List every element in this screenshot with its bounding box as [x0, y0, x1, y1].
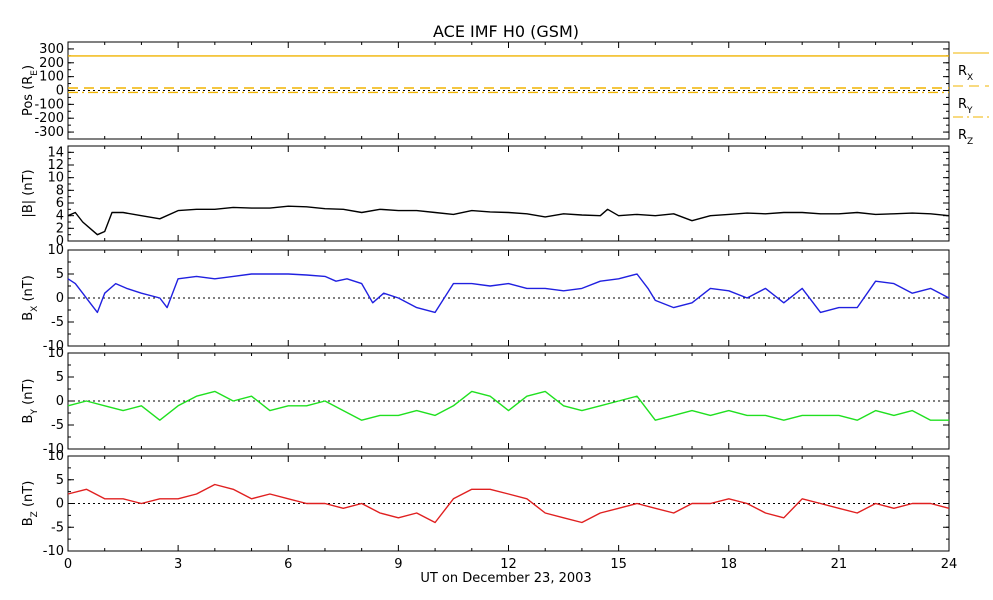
- panel-bz: 10 5 0 -5 -10 BZ (nT): [21, 449, 950, 559]
- legend-label-main: R: [958, 128, 967, 143]
- y-tick-label: 200: [39, 56, 64, 71]
- y-tick-label: 10: [47, 243, 64, 258]
- y-tick-label: -5: [51, 315, 64, 330]
- y-axis-label-sub: Y: [30, 409, 40, 416]
- y-axis-label-main: B: [21, 312, 36, 321]
- y-tick-label: -10: [43, 339, 64, 354]
- y-tick-label: -100: [34, 97, 64, 112]
- y-axis-label: BY (nT): [21, 379, 40, 424]
- y-axis-label: |B| (nT): [21, 169, 36, 217]
- y-axis-label-sub: X: [30, 306, 40, 312]
- y-tick-label: 100: [39, 70, 64, 85]
- y-tick-label: -10: [43, 442, 64, 457]
- legend-label-sub: Z: [967, 137, 973, 147]
- x-axis: 0 3 6 9 12 15 18 21 24: [64, 557, 957, 572]
- y-tick-label: 0: [56, 394, 64, 409]
- y-axis-label-tail: (nT): [21, 379, 36, 409]
- y-axis-label-sub: Z: [30, 511, 40, 517]
- y-axis-label-main: B: [21, 517, 36, 526]
- y-axis-label: Pos (RE): [21, 65, 40, 116]
- panel-by: 10 5 0 -5 -10 BY (nT): [21, 346, 950, 457]
- x-tick-label: 21: [831, 557, 848, 572]
- y-axis-label-tail: ): [21, 65, 36, 70]
- panel-frame: [67, 145, 950, 242]
- y-tick-label: 14: [47, 145, 64, 160]
- series-line-by-0: [67, 390, 949, 421]
- legend-label-sub: Y: [966, 106, 973, 116]
- y-tick-label: 0: [56, 234, 64, 249]
- y-axis-label-main: Pos (R: [21, 76, 36, 116]
- x-tick-label: 12: [500, 557, 517, 572]
- y-tick-label: 10: [47, 346, 64, 361]
- y-axis-label-sub: E: [30, 70, 40, 76]
- y-tick-label: 5: [56, 370, 64, 385]
- x-tick-label: 3: [174, 557, 182, 572]
- y-tick-label: 2: [56, 221, 64, 236]
- y-tick-label: 0: [56, 84, 64, 99]
- panel-bx: 10 5 0 -5 -10 BX (nT): [21, 243, 950, 354]
- legend-label-main: R: [958, 97, 967, 112]
- x-tick-label: 24: [941, 557, 958, 572]
- chart-title: ACE IMF H0 (GSM): [433, 22, 579, 41]
- y-tick-label: 6: [56, 196, 64, 211]
- y-tick-label: 0: [56, 291, 64, 306]
- x-axis-label: UT on December 23, 2003: [420, 571, 591, 586]
- y-tick-label: 4: [56, 209, 64, 224]
- y-axis-label-tail: (nT): [21, 481, 36, 511]
- y-axis-label: BZ (nT): [21, 481, 40, 527]
- y-axis-label-main: |B| (nT): [21, 169, 36, 217]
- y-tick-label: -5: [51, 520, 64, 535]
- y-tick-label: -10: [43, 544, 64, 559]
- legend-label-sub: X: [967, 73, 973, 83]
- y-tick-label: 5: [56, 267, 64, 282]
- legend-label-main: R: [958, 64, 967, 79]
- x-tick-label: 9: [394, 557, 402, 572]
- x-tick-label: 6: [284, 557, 292, 572]
- y-tick-label: 10: [47, 449, 64, 464]
- y-tick-label: 5: [56, 473, 64, 488]
- y-axis-label: BX (nT): [21, 275, 40, 321]
- y-tick-label: 12: [47, 158, 64, 173]
- series-line-bx-0: [67, 273, 950, 314]
- y-axis-label-main: B: [21, 415, 36, 424]
- x-tick-label: 15: [610, 557, 627, 572]
- y-tick-label: -200: [34, 111, 64, 126]
- y-tick-label: 10: [47, 171, 64, 186]
- y-tick-label: 8: [56, 183, 64, 198]
- legend-label-2: RZ: [958, 128, 973, 147]
- y-tick-label: 300: [39, 42, 64, 57]
- series-line-b_mag-0: [67, 205, 950, 236]
- series-line-bz-0: [67, 483, 950, 524]
- y-tick-label: -5: [51, 418, 64, 433]
- y-tick-label: 0: [56, 497, 64, 512]
- y-axis-label-tail: (nT): [21, 275, 36, 305]
- x-tick-label: 18: [720, 557, 737, 572]
- x-tick-label: 0: [64, 557, 72, 572]
- legend-label-1: RY: [958, 97, 973, 116]
- legend-label-0: RX: [958, 64, 973, 83]
- y-tick-label: -300: [34, 125, 64, 140]
